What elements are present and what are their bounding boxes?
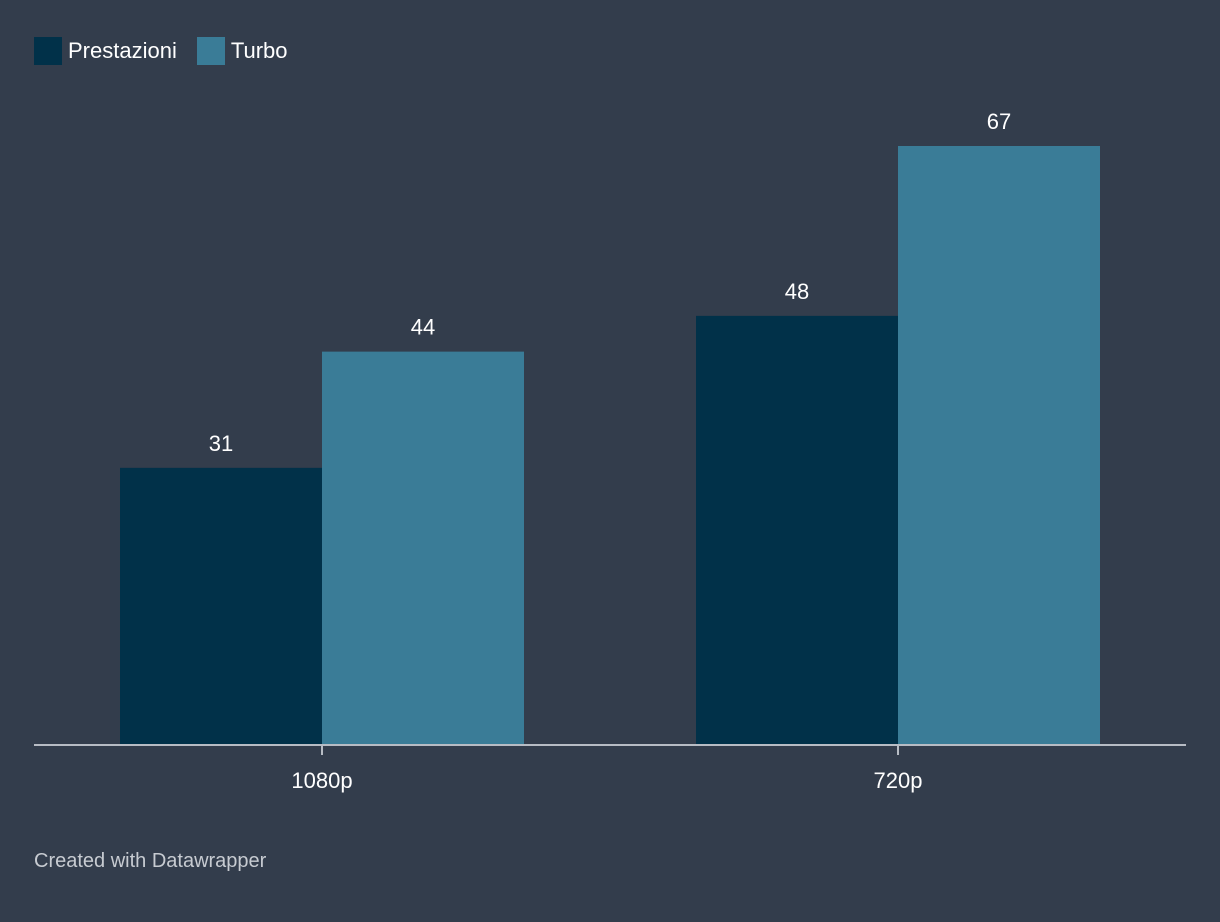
legend-item-prestazioni: Prestazioni (34, 37, 177, 65)
legend-label-prestazioni: Prestazioni (68, 38, 177, 63)
bar-turbo-720p (898, 146, 1100, 745)
legend-swatch-turbo (196, 37, 225, 65)
bar-prestazioni-720p (696, 315, 898, 745)
datawrapper-credit: Created with Datawrapper (34, 850, 267, 872)
legend-swatch-prestazioni (34, 37, 62, 65)
x-tick-label-720p: 720p (874, 768, 923, 793)
legend-label-turbo: Turbo (230, 38, 288, 63)
bar-prestazioni-1080p (120, 467, 322, 745)
data-label-turbo-720p: 67 (987, 109, 1011, 134)
chart-legend: Prestazioni Turbo (34, 36, 308, 66)
bar-turbo-1080p (322, 351, 524, 745)
x-tick-label-1080p: 1080p (291, 768, 352, 793)
data-label-turbo-1080p: 44 (411, 315, 435, 340)
data-label-prestazioni-720p: 48 (785, 279, 809, 304)
legend-item-turbo: Turbo (196, 37, 288, 65)
data-label-prestazioni-1080p: 31 (209, 431, 233, 456)
